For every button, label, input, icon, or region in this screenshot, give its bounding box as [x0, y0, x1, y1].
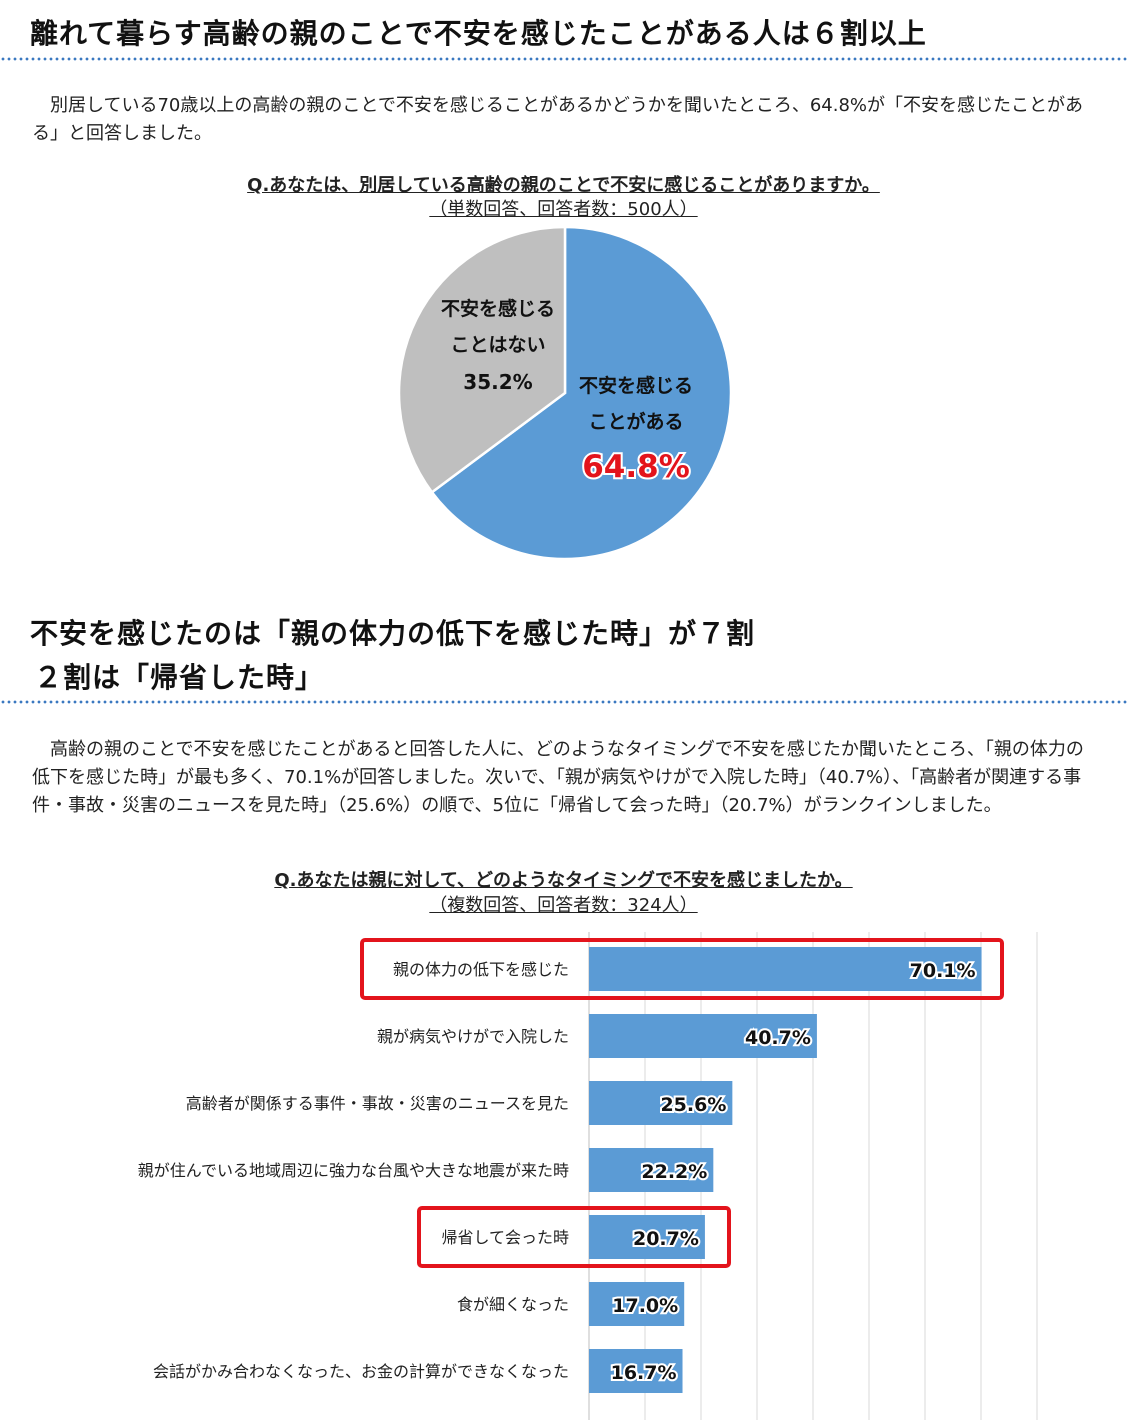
pie-slice-2 [397, 225, 567, 495]
category-label-2: 親が病気やけがで入院した [377, 1027, 569, 1046]
section2-heading-line1: 不安を感じたのは「親の体力の低下を感じた時」が７割 [30, 617, 756, 650]
pie-label-1-line-1: 不安を感じる [579, 374, 693, 397]
pie-value-label-2: 35.2% [463, 370, 532, 394]
bar-5 [589, 1215, 705, 1259]
section2-paragraph: 高齢の親のことで不安を感じたことがあると回答した人に、どのようなタイミングで不安… [32, 739, 1084, 816]
pie-question-title: Q.あなたは、別居している高齢の親のことで不安に感じることがありますか。 [247, 175, 880, 196]
bar-question-title: Q.あなたは親に対して、どのようなタイミングで不安を感じましたか。 [274, 870, 853, 891]
section1-paragraph: 別居している70歳以上の高齢の親のことで不安を感じることがあるかどうかを聞いたと… [32, 95, 1084, 144]
bar-2 [589, 1014, 817, 1058]
category-label-1: 親の体力の低下を感じた [393, 960, 569, 979]
category-label-5: 帰省して会った時 [441, 1228, 569, 1247]
bar-6 [589, 1282, 685, 1326]
pie-slice-1 [430, 225, 733, 561]
bar-1 [589, 947, 982, 991]
bar-chart: 親の体力の低下を感じた 70.1% 親が病気やけがで入院した 40.7% 高齢者が関係す… [138, 932, 1038, 1420]
bar-4 [589, 1148, 714, 1192]
section1-divider [0, 57, 1127, 61]
pie-label-2-line-1: 不安を感じる [441, 297, 555, 320]
pie-label-2-line-2: ことはない [450, 334, 545, 356]
pie-question-subnote: （単数回答、回答者数：500人） [429, 199, 698, 220]
section1-heading: 離れて暮らす高齢の親のことで不安を感じたことがある人は６割以上 [30, 17, 927, 50]
category-label-3: 高齢者が関係する事件・事故・災害のニュースを見た [186, 1094, 569, 1113]
bar-7 [589, 1349, 683, 1393]
category-label-7: 会話がかみ合わなくなった、お金の計算ができなくなった [153, 1362, 569, 1381]
value-label-6: 17.0% [612, 1295, 678, 1317]
value-label-7: 16.7% [611, 1362, 677, 1384]
bar-question-subnote: （複数回答、回答者数：324人） [429, 895, 698, 916]
value-label-2: 40.7% [745, 1027, 811, 1049]
bar-3 [589, 1081, 733, 1125]
value-label-3: 25.6% [660, 1094, 726, 1116]
category-label-4: 親が住んでいる地域周辺に強力な台風や大きな地震が来た時 [138, 1161, 569, 1180]
category-label-6: 食が細くなった [457, 1295, 569, 1314]
highlight-box-1 [360, 938, 1004, 1000]
value-label-5: 20.7% [633, 1228, 699, 1250]
value-label-4: 22.2% [641, 1161, 707, 1183]
pie-label-1-line-2: ことがある [588, 410, 683, 433]
value-label-1: 70.1% [910, 960, 976, 982]
highlight-box-5 [417, 1206, 731, 1268]
pie-value-label-1: 64.8% [582, 449, 690, 485]
section2-heading-line2: ２割は「帰省した時」 [34, 661, 325, 694]
section2-divider [0, 700, 1127, 704]
